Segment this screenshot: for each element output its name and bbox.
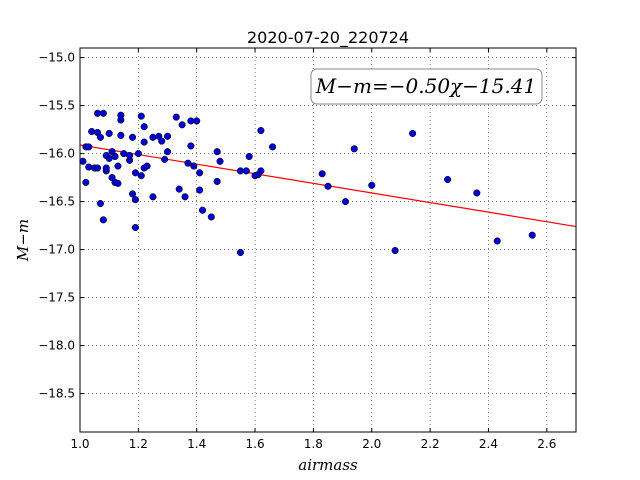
data-point xyxy=(105,129,113,137)
data-point xyxy=(493,237,501,245)
data-point xyxy=(96,199,104,208)
data-point xyxy=(444,175,452,184)
data-point xyxy=(88,127,96,136)
data-point xyxy=(111,152,119,161)
y-tick-label: −16.5 xyxy=(38,195,75,209)
data-point xyxy=(368,181,376,189)
data-point xyxy=(341,198,350,206)
data-point xyxy=(117,131,125,139)
data-point xyxy=(149,193,157,201)
y-tick-label: −15.5 xyxy=(38,99,75,113)
data-point xyxy=(158,137,166,145)
data-point xyxy=(196,186,204,194)
x-axis-label: airmass xyxy=(298,456,358,474)
data-point xyxy=(213,177,221,185)
y-tick-label: −16.0 xyxy=(38,147,75,161)
data-point xyxy=(350,145,358,153)
data-point xyxy=(242,167,250,175)
data-point xyxy=(391,247,399,255)
data-point xyxy=(190,162,198,170)
x-tick-label: 2.2 xyxy=(421,437,440,451)
x-tick-label: 2.0 xyxy=(362,437,381,451)
equation-annotation: M−m=−0.50χ−15.41 xyxy=(310,68,543,105)
data-point xyxy=(99,216,107,224)
y-tick-label: −17.5 xyxy=(38,291,75,305)
data-point xyxy=(99,109,107,117)
data-point xyxy=(216,157,224,165)
data-point xyxy=(131,169,139,177)
data-point xyxy=(134,150,142,158)
x-tick-label: 1.8 xyxy=(304,437,323,451)
data-point xyxy=(207,213,215,221)
fit-equation: M−m=−0.50χ−15.41 xyxy=(315,74,536,98)
data-point xyxy=(257,127,265,135)
x-tick-label: 2.6 xyxy=(537,437,556,451)
data-point xyxy=(149,133,157,141)
chart-title: 2020-07-20_220724 xyxy=(247,28,409,48)
y-axis-label: M−m xyxy=(14,219,32,262)
x-tick-label: 1.6 xyxy=(246,437,265,451)
data-point xyxy=(178,121,186,129)
data-point xyxy=(128,133,137,141)
data-point xyxy=(131,223,139,232)
data-point xyxy=(473,189,481,197)
data-point xyxy=(143,162,151,170)
data-point xyxy=(161,155,169,163)
data-point xyxy=(79,157,87,165)
y-tick-label: −15.0 xyxy=(38,51,75,65)
x-tick-label: 1.0 xyxy=(70,437,89,451)
data-point xyxy=(175,185,183,193)
data-point xyxy=(102,164,110,172)
data-point xyxy=(172,113,180,121)
y-tick-label: −17.0 xyxy=(38,243,75,257)
data-point xyxy=(213,148,221,156)
grid xyxy=(80,48,576,432)
data-point xyxy=(93,164,102,172)
plot-frame xyxy=(79,47,577,433)
data-points xyxy=(79,109,536,257)
data-point xyxy=(82,178,90,186)
data-point xyxy=(137,112,145,120)
data-point xyxy=(114,179,122,187)
x-tick-label: 1.2 xyxy=(129,437,148,451)
data-point xyxy=(117,116,125,124)
data-point xyxy=(114,162,122,170)
data-point xyxy=(85,163,93,171)
data-point xyxy=(140,138,148,146)
data-point xyxy=(257,167,265,175)
data-point xyxy=(96,133,104,141)
data-point xyxy=(131,196,139,204)
data-point xyxy=(137,172,145,180)
data-point xyxy=(163,132,172,140)
y-tick-label: −18.0 xyxy=(38,339,75,353)
x-tick-label: 2.4 xyxy=(479,437,498,451)
y-tick-label: −18.5 xyxy=(38,387,75,401)
data-point xyxy=(269,143,277,151)
data-point xyxy=(528,231,536,239)
annotation-box xyxy=(310,68,543,105)
data-point xyxy=(245,152,253,161)
data-point xyxy=(163,148,172,156)
data-point xyxy=(181,193,189,201)
data-point xyxy=(184,159,192,167)
data-point xyxy=(409,129,417,137)
data-point xyxy=(85,143,93,151)
data-point xyxy=(318,170,326,178)
data-point xyxy=(126,151,134,160)
data-point xyxy=(236,248,245,257)
data-point xyxy=(128,190,137,198)
data-point xyxy=(196,169,204,177)
x-tick-label: 1.4 xyxy=(187,437,206,451)
plot-area xyxy=(80,48,576,432)
data-point xyxy=(198,206,207,214)
data-point xyxy=(193,117,201,125)
data-point xyxy=(324,182,332,190)
ticks: 1.0 1.2 1.4 1.6 1.8 2.0 2.2 2.4 2.6 −15.0 −15.5 −16… xyxy=(38,48,576,451)
data-point xyxy=(187,142,195,150)
data-point xyxy=(140,123,148,131)
